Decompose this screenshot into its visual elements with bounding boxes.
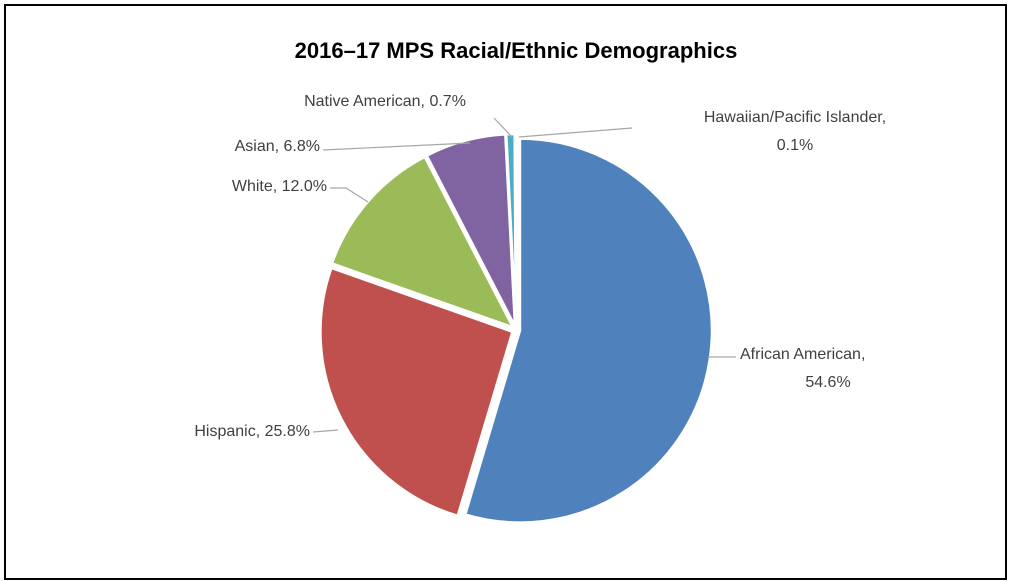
leader-line — [518, 127, 633, 138]
leader-line — [493, 117, 513, 138]
pie-slice — [463, 137, 714, 524]
data-label: Hawaiian/Pacific Islander, 0.1% — [704, 109, 886, 154]
pie-slice — [513, 132, 518, 327]
pie-slice — [319, 266, 514, 518]
data-label: African American, 54.6% — [740, 346, 865, 391]
leader-line — [322, 142, 471, 151]
leader-line — [330, 187, 369, 203]
data-label: Asian, 6.8% — [235, 138, 320, 155]
leader-line — [312, 429, 339, 433]
data-label: Native American, 0.7% — [304, 93, 466, 110]
chart-title: 2016–17 MPS Racial/Ethnic Demographics — [295, 38, 738, 63]
data-label: White, 12.0% — [232, 178, 327, 195]
pie-slice — [330, 155, 516, 330]
data-label: Hispanic, 25.8% — [194, 423, 310, 440]
